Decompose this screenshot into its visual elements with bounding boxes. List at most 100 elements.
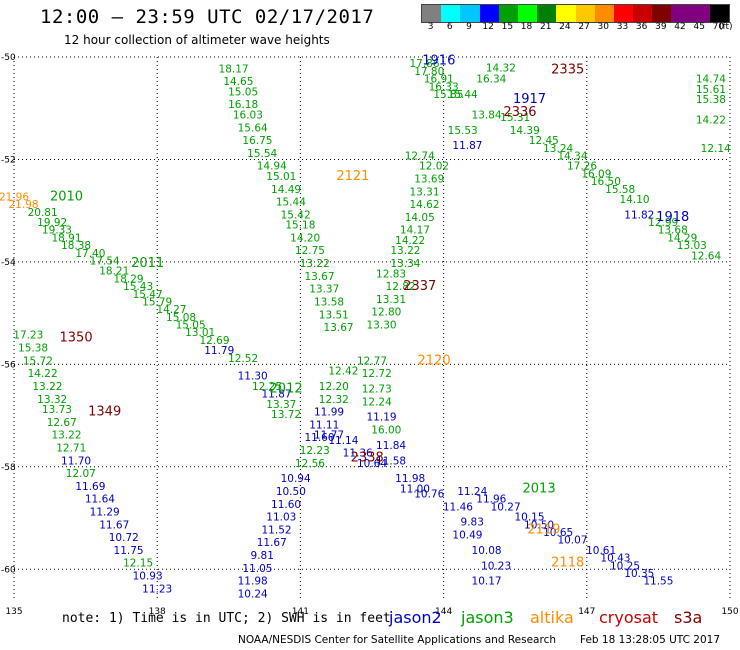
- satellite-name-altika: altika: [530, 608, 574, 627]
- wave-height-value: 13.58: [314, 296, 344, 308]
- legend-swatch: [479, 5, 499, 22]
- wave-height-value: 13.69: [414, 174, 444, 186]
- wave-height-value: 13.37: [309, 284, 339, 296]
- wave-height-value: 13.73: [42, 404, 72, 416]
- wave-height-value: 15.54: [247, 148, 277, 160]
- wave-height-value: 11.84: [376, 440, 406, 452]
- wave-height-value: 13.22: [32, 381, 62, 393]
- wave-height-value: 19.33: [42, 225, 72, 237]
- wave-height-value: 13.22: [300, 258, 330, 270]
- pass-time-label: 2013: [523, 481, 556, 496]
- wave-height-value: 15.38: [18, 343, 48, 355]
- wave-height-value: 15.64: [238, 122, 268, 134]
- wave-height-value: 12.24: [362, 396, 392, 408]
- wave-height-value: 12.02: [419, 161, 449, 173]
- wave-height-value: 12.67: [47, 417, 77, 429]
- wave-height-value: 12.23: [300, 445, 330, 457]
- satellite-name-jason3: jason3: [461, 608, 514, 627]
- wave-height-value: 12.77: [357, 355, 387, 367]
- wave-height-value: 17.54: [90, 255, 120, 267]
- wave-height-value: 11.03: [266, 512, 296, 524]
- wave-height-value: 10.76: [414, 489, 444, 501]
- wave-height-value: 11.87: [262, 389, 292, 401]
- wave-height-value: 16.34: [476, 74, 506, 86]
- wave-height-value: 16.18: [228, 99, 258, 111]
- wave-height-value: 13.32: [37, 394, 67, 406]
- wave-height-value: 15.38: [696, 94, 726, 106]
- lat-tick-label: -56: [1, 360, 16, 370]
- wave-height-value: 10.15: [514, 512, 544, 524]
- wave-height-value: 14.20: [290, 232, 320, 244]
- wave-height-value: 13.22: [390, 245, 420, 257]
- wave-height-value: 9.83: [461, 517, 484, 529]
- wave-height-value: 10.65: [543, 527, 573, 539]
- wave-height-value: 11.05: [242, 563, 272, 575]
- wave-height-value: 11.67: [257, 537, 287, 549]
- wave-height-value: 16.09: [581, 168, 611, 180]
- wave-height-value: 15.05: [228, 86, 258, 98]
- wave-height-value: 15.85: [433, 89, 463, 101]
- wave-height-value: 14.22: [28, 368, 58, 380]
- wave-height-value: 11.60: [304, 432, 334, 444]
- legend-label: 24: [559, 22, 571, 32]
- wave-height-value: 14.32: [486, 62, 516, 74]
- wave-height-value: 13.34: [390, 258, 420, 270]
- wave-height-value: 17.40: [75, 248, 105, 260]
- lat-tick-label: -52: [1, 155, 16, 165]
- wave-height-value: 11.11: [309, 419, 339, 431]
- legend-swatch: [556, 5, 576, 22]
- wave-height-value: 13.22: [51, 430, 81, 442]
- wave-height-value: 10.50: [276, 486, 306, 498]
- credit-text: NOAA/NESDIS Center for Satellite Applica…: [238, 634, 556, 646]
- wave-height-value: 10.94: [281, 473, 311, 485]
- wave-height-value: 15.79: [142, 296, 172, 308]
- legend-labels: 3 6 9 12 15 18 21 24 27 30 33 36 39 42 45 70: [421, 22, 728, 34]
- wave-height-value: 14.27: [156, 304, 186, 316]
- legend-label: 18: [520, 22, 533, 32]
- wave-height-value: 13.03: [677, 240, 707, 252]
- legend-swatch: [671, 5, 691, 22]
- lat-tick-label: -54: [1, 258, 16, 268]
- wave-height-value: 11.96: [476, 494, 506, 506]
- wave-height-value: 14.62: [409, 199, 439, 211]
- pass-time-label: 2121: [336, 169, 369, 184]
- wave-height-value: 15.53: [448, 125, 478, 137]
- wave-height-value: 17.80: [414, 66, 444, 78]
- wave-height-value: 12.75: [295, 245, 325, 257]
- wave-height-value: 10.93: [133, 571, 163, 583]
- wave-height-value: 10.08: [472, 545, 502, 557]
- pass-time-label: 2120: [418, 353, 451, 368]
- pass-time-label: 1916: [422, 54, 455, 69]
- legend-label: 45: [693, 22, 705, 32]
- wave-height-value: 14.34: [557, 150, 587, 162]
- legend-label: 9: [466, 22, 472, 32]
- wave-height-value: 9.81: [251, 550, 274, 562]
- wave-height-value: 14.05: [405, 212, 435, 224]
- wave-height-value: 10.24: [238, 588, 268, 600]
- wave-height-value: 15.01: [266, 171, 296, 183]
- pass-time-label: 1349: [88, 405, 121, 420]
- legend-swatch: [498, 5, 518, 22]
- wave-height-value: 16.50: [591, 176, 621, 188]
- satellite-name-cryosat: cryosat: [599, 608, 659, 627]
- legend-label: 33: [616, 22, 629, 32]
- wave-height-value: 12.80: [371, 307, 401, 319]
- wave-height-value: 18.91: [51, 232, 81, 244]
- wave-height-value: 12.45: [529, 135, 559, 147]
- wave-height-value: 12.69: [199, 335, 229, 347]
- page-title: 12:00 — 23:59 UTC 02/17/2017: [40, 6, 375, 28]
- wave-height-value: 11.58: [376, 455, 406, 467]
- wave-height-value: 11.23: [142, 583, 172, 595]
- pass-time-label: 1350: [60, 330, 93, 345]
- legend-swatch: [613, 5, 634, 22]
- wave-height-value: 11.67: [99, 519, 129, 531]
- wave-height-value: 13.68: [658, 225, 688, 237]
- wave-height-value: 15.58: [605, 184, 635, 196]
- wave-height-value: 11.64: [85, 494, 115, 506]
- wave-height-value: 11.79: [204, 345, 234, 357]
- wave-height-value: 12.72: [362, 368, 392, 380]
- wave-height-value: 10.17: [472, 576, 502, 588]
- legend-swatch: [517, 5, 538, 22]
- legend-label: 36: [635, 22, 648, 32]
